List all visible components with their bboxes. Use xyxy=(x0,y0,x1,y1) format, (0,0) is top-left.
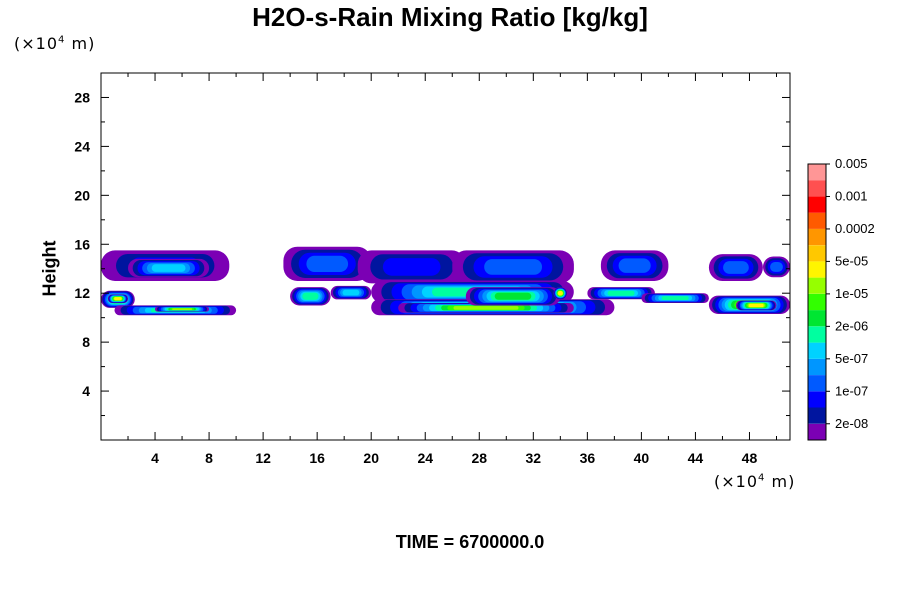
data-region-16-level-3 xyxy=(770,262,783,272)
data-region-15-level-3 xyxy=(723,261,749,274)
data-region-6-level-3 xyxy=(306,255,349,272)
colorbar-swatch xyxy=(808,293,826,311)
data-region-11-level-9 xyxy=(453,306,519,310)
data-region-22-level-5 xyxy=(342,289,360,296)
data-region-3-level-10 xyxy=(114,297,122,301)
colorbar-label: 0.0002 xyxy=(835,221,875,236)
y-tick-label: 12 xyxy=(74,285,90,301)
colorbar-swatch xyxy=(808,342,826,359)
data-region-1-level-5 xyxy=(151,264,186,272)
colorbar-swatch xyxy=(808,245,826,262)
colorbar-label: 5e-05 xyxy=(835,253,868,268)
x-tick-label: 24 xyxy=(417,450,433,466)
x-units-exponent: 4 xyxy=(758,472,766,484)
colorbar-label: 2e-08 xyxy=(835,416,868,431)
colorbar-frame xyxy=(807,163,827,441)
x-tick-label: 8 xyxy=(205,450,213,466)
colorbar-swatch xyxy=(808,196,826,213)
colorbar-swatch xyxy=(808,391,826,408)
colorbar-swatch xyxy=(808,180,826,197)
colorbar-swatch xyxy=(808,164,826,181)
data-region-7-level-2 xyxy=(382,258,441,276)
colorbar-swatch xyxy=(808,375,826,392)
x-tick-label: 28 xyxy=(471,450,487,466)
data-region-12-level-7 xyxy=(494,292,532,300)
colorbar-label: 1e-07 xyxy=(835,383,868,398)
colorbar-swatch xyxy=(808,358,826,375)
time-label: TIME = 6700000.0 xyxy=(395,532,545,552)
data-region-8-level-3 xyxy=(484,259,542,275)
y-tick-label: 20 xyxy=(74,187,90,203)
x-tick-label: 32 xyxy=(526,450,542,466)
x-tick-label: 36 xyxy=(580,450,596,466)
x-axis-units: (×104 m) xyxy=(714,472,795,491)
data-region-5-level-9 xyxy=(172,308,193,310)
y-tick-label: 16 xyxy=(74,236,90,252)
x-tick-label: 16 xyxy=(309,450,325,466)
x-tick-label: 48 xyxy=(742,450,758,466)
colorbar-swatch xyxy=(808,261,826,278)
y-tick-label: 24 xyxy=(74,138,90,154)
colorbar-swatch xyxy=(808,423,826,440)
colorbar-swatch xyxy=(808,310,826,327)
x-tick-label: 4 xyxy=(151,450,159,466)
colorbar-label: 2e-06 xyxy=(835,318,868,333)
x-units-prefix: (×10 xyxy=(714,472,759,491)
colorbar-label: 0.005 xyxy=(835,156,868,171)
colorbar-label: 0.001 xyxy=(835,189,868,204)
y-units-exponent: 4 xyxy=(58,34,66,46)
colorbar-swatch xyxy=(808,407,826,424)
colorbar-label: 1e-05 xyxy=(835,286,868,301)
plot-frame xyxy=(100,72,791,441)
y-tick-label: 4 xyxy=(82,383,90,399)
chart-title: H2O-s-Rain Mixing Ratio [kg/kg] xyxy=(252,2,648,32)
data-region-14-level-3 xyxy=(618,258,651,273)
data-region-17-level-6 xyxy=(607,290,635,296)
x-tick-label: 12 xyxy=(255,450,271,466)
data-region-20-level-10 xyxy=(748,303,764,308)
x-tick-label: 44 xyxy=(688,450,704,466)
data-region-18-level-6 xyxy=(661,296,689,300)
colorbar-label: 5e-07 xyxy=(835,351,868,366)
y-axis-units: (×104 m) xyxy=(14,34,95,53)
data-region-21-level-6 xyxy=(302,292,319,300)
colorbar-swatch xyxy=(808,228,826,246)
y-tick-label: 8 xyxy=(82,334,90,350)
colorbar-swatch xyxy=(808,326,826,343)
colorbar-swatch xyxy=(808,212,826,229)
y-units-suffix: m) xyxy=(65,34,96,53)
y-units-prefix: (×10 xyxy=(14,34,59,53)
data-region-13-level-10 xyxy=(557,291,563,296)
colorbar-swatch xyxy=(808,277,826,294)
y-tick-label: 28 xyxy=(74,89,90,105)
x-tick-label: 40 xyxy=(634,450,650,466)
x-units-suffix: m) xyxy=(765,472,796,491)
x-tick-label: 20 xyxy=(363,450,379,466)
